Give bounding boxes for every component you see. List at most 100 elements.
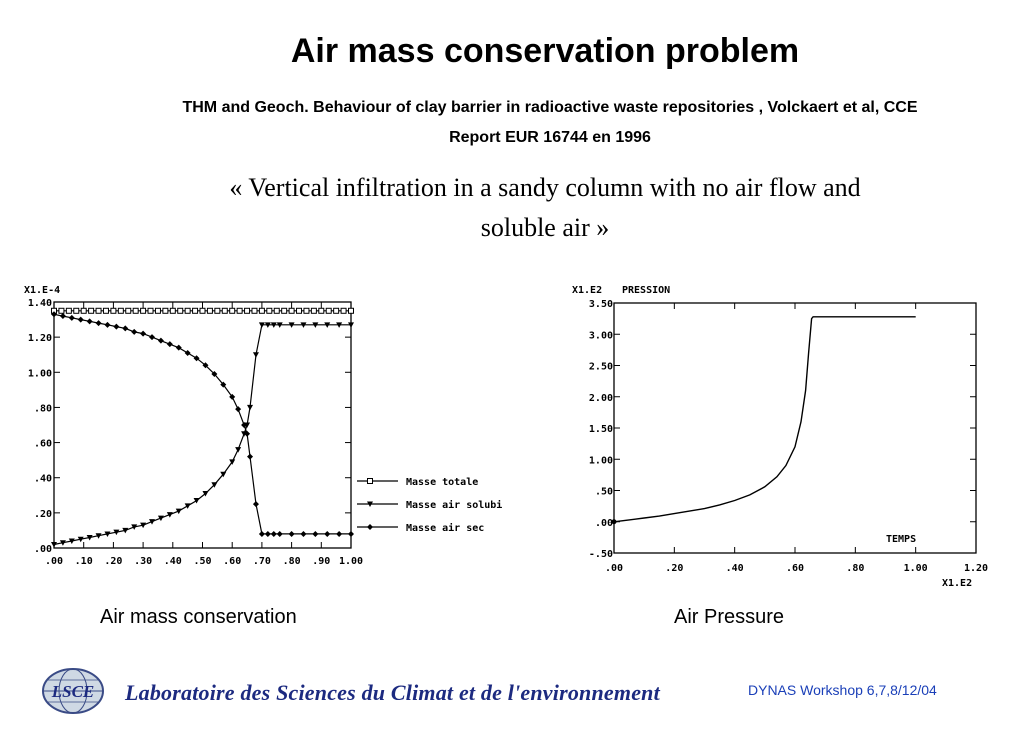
data-point bbox=[288, 322, 295, 328]
workshop-footer: DYNAS Workshop 6,7,8/12/04 bbox=[748, 682, 937, 698]
reference-line-2: Report EUR 16744 en 1996 bbox=[449, 129, 651, 146]
x-tick-label: .80 bbox=[283, 556, 301, 567]
data-point bbox=[276, 530, 283, 537]
data-point bbox=[348, 322, 354, 328]
data-point bbox=[325, 307, 332, 314]
data-point bbox=[221, 307, 228, 314]
data-point bbox=[51, 311, 57, 318]
x-tick-label: 1.00 bbox=[904, 563, 928, 574]
caption-air-pressure: Air Pressure bbox=[674, 606, 785, 628]
x-tick-label: .60 bbox=[786, 563, 804, 574]
data-point bbox=[104, 531, 111, 537]
data-point bbox=[300, 530, 307, 537]
data-point bbox=[266, 307, 273, 314]
data-point bbox=[288, 307, 295, 314]
data-point bbox=[336, 322, 343, 328]
data-point bbox=[59, 313, 66, 320]
data-point bbox=[300, 322, 307, 328]
data-point bbox=[270, 322, 277, 328]
data-point bbox=[95, 533, 102, 539]
data-point bbox=[125, 307, 132, 314]
data-point bbox=[77, 316, 84, 323]
data-point bbox=[132, 307, 139, 314]
data-point bbox=[236, 307, 243, 314]
x-tick-label: .00 bbox=[45, 556, 63, 567]
data-point bbox=[303, 307, 310, 314]
data-point bbox=[177, 307, 184, 314]
x-axis-title: TEMPS bbox=[886, 534, 916, 545]
y-tick-label: .00 bbox=[34, 544, 52, 555]
data-point bbox=[211, 371, 218, 378]
data-point bbox=[244, 430, 251, 437]
data-point bbox=[252, 352, 259, 358]
data-point bbox=[247, 404, 254, 411]
data-point bbox=[68, 314, 75, 321]
data-point bbox=[244, 307, 251, 314]
data-point bbox=[77, 536, 84, 543]
data-point bbox=[235, 447, 242, 453]
data-point bbox=[65, 307, 72, 314]
data-point bbox=[104, 321, 111, 328]
pressure-line bbox=[613, 316, 916, 523]
x-tick-label: .30 bbox=[134, 556, 152, 567]
data-point bbox=[154, 307, 161, 314]
data-point bbox=[318, 307, 325, 314]
x-tick-label: .50 bbox=[193, 556, 211, 567]
x-tick-label: .00 bbox=[605, 563, 623, 574]
y-tick-label: 1.00 bbox=[589, 455, 613, 466]
x-tick-label: .90 bbox=[312, 556, 330, 567]
data-point bbox=[264, 530, 271, 537]
x-tick-label: .70 bbox=[253, 556, 271, 567]
data-point bbox=[276, 322, 283, 328]
y-tick-label: .20 bbox=[34, 509, 52, 520]
legend-label: Masse air sec bbox=[406, 522, 484, 534]
x-tick-label: .80 bbox=[846, 563, 864, 574]
y-tick-label: 1.50 bbox=[589, 424, 613, 435]
data-point bbox=[202, 491, 209, 497]
data-point bbox=[162, 307, 169, 314]
data-point bbox=[273, 307, 280, 314]
y-tick-label: -.50 bbox=[589, 549, 613, 560]
legend-marker bbox=[367, 478, 373, 484]
data-point bbox=[281, 307, 288, 314]
data-point bbox=[348, 530, 354, 537]
data-point bbox=[214, 307, 221, 314]
y-axis-title: PRESSION bbox=[622, 285, 670, 296]
x-tick-label: 1.00 bbox=[339, 556, 363, 567]
y-tick-label: 1.00 bbox=[28, 368, 52, 379]
data-point bbox=[258, 322, 265, 328]
y-tick-label: 3.00 bbox=[589, 330, 613, 341]
data-point bbox=[110, 307, 117, 314]
data-point bbox=[220, 381, 227, 388]
y-tick-label: 1.40 bbox=[28, 298, 52, 309]
y-tick-label: .60 bbox=[34, 439, 52, 450]
data-point bbox=[113, 323, 120, 330]
data-point bbox=[51, 541, 57, 548]
data-point bbox=[131, 524, 138, 530]
x-tick-label: .20 bbox=[665, 563, 683, 574]
data-point bbox=[166, 341, 173, 348]
data-point bbox=[241, 422, 248, 428]
data-point bbox=[73, 307, 80, 314]
logo-text: LSCE bbox=[51, 682, 95, 701]
data-point bbox=[140, 307, 147, 314]
data-point bbox=[206, 307, 213, 314]
data-point bbox=[117, 307, 124, 314]
data-point bbox=[149, 519, 156, 525]
data-point bbox=[147, 307, 154, 314]
data-point bbox=[86, 318, 93, 325]
data-point bbox=[211, 482, 218, 488]
data-point bbox=[193, 498, 200, 504]
data-point bbox=[247, 453, 254, 460]
y-tick-label: 1.20 bbox=[28, 333, 52, 344]
y-tick-label: .40 bbox=[34, 474, 52, 485]
series-line-2 bbox=[53, 313, 351, 535]
data-point bbox=[192, 307, 199, 314]
y-tick-label: 2.00 bbox=[589, 393, 613, 404]
legend-marker bbox=[367, 501, 373, 507]
x-tick-label: .10 bbox=[75, 556, 93, 567]
data-point bbox=[270, 530, 277, 537]
x-tick-label: .20 bbox=[104, 556, 122, 567]
data-point bbox=[264, 322, 271, 328]
air-mass-conservation-chart: X1.E-4 1.40 1.20 1.00 .80 .60 .40 .20 .00.00 .10.… bbox=[24, 285, 502, 567]
